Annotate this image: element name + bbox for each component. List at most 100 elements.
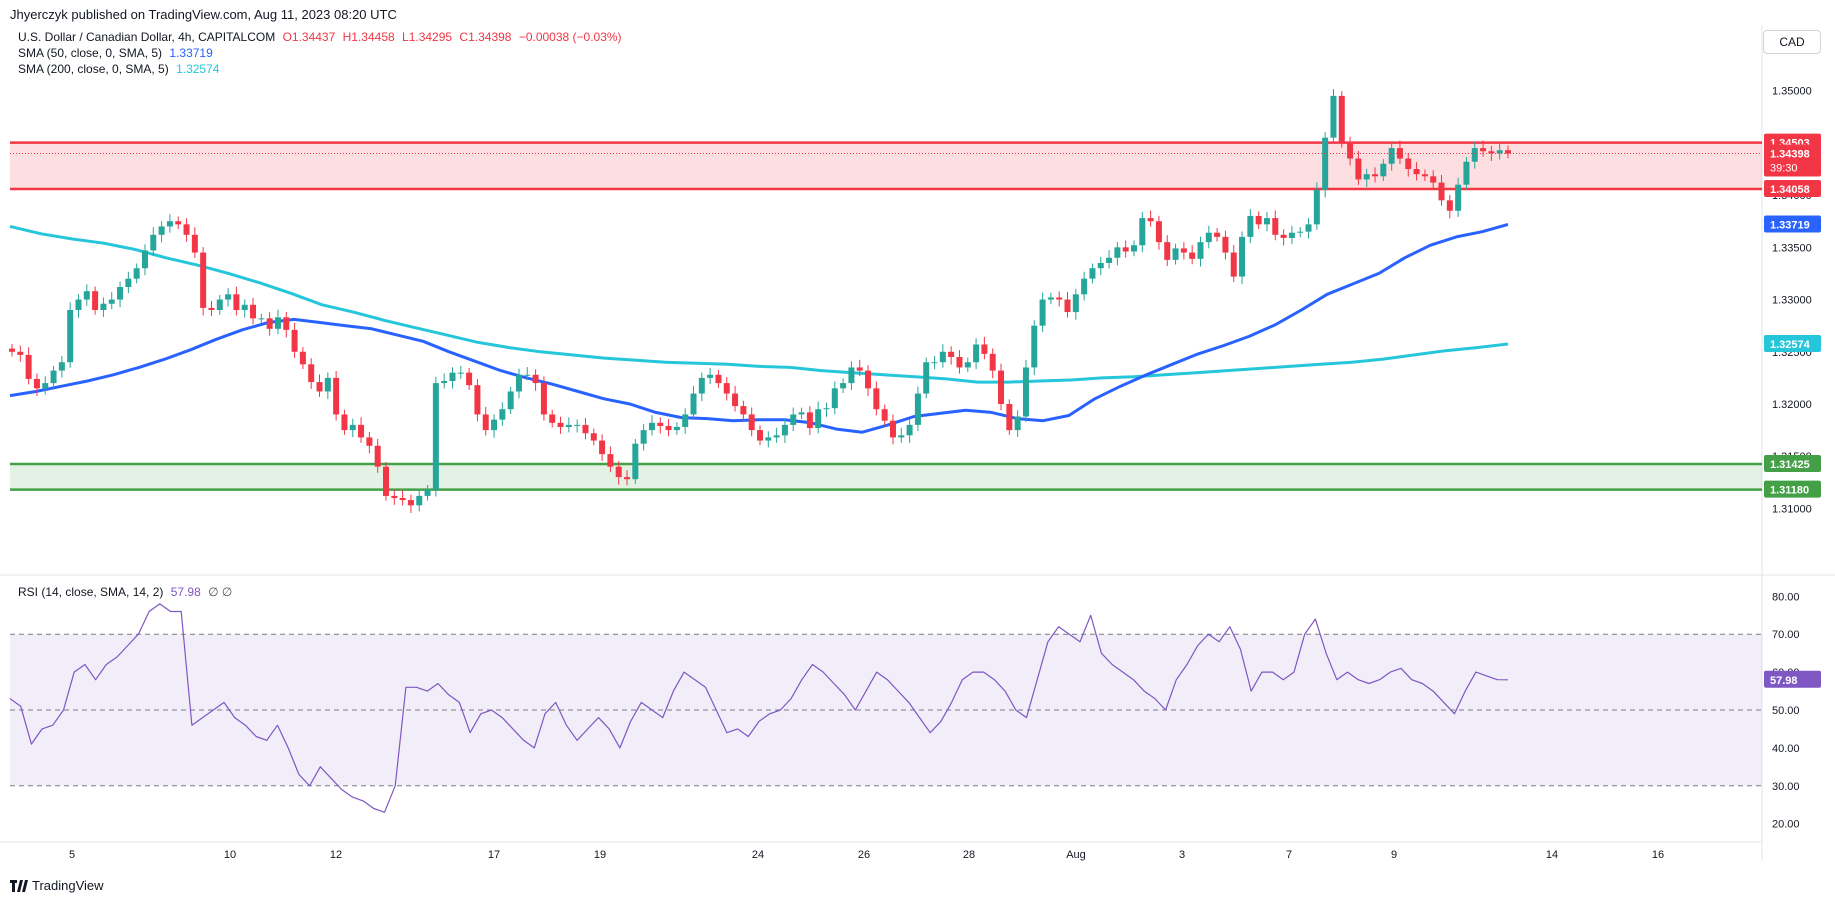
time-tick-label: 24	[752, 849, 764, 861]
candle-body	[1322, 137, 1329, 190]
rsi-extra: ∅ ∅	[208, 585, 233, 599]
candle-body	[831, 388, 838, 409]
candle-body	[881, 409, 888, 421]
candle-body	[748, 414, 755, 431]
candle-body	[441, 381, 448, 384]
candle-body	[241, 304, 248, 310]
time-tick-label: 16	[1652, 849, 1664, 861]
candle-body	[391, 495, 398, 498]
publish-header: Jhyerczyk published on TradingView.com, …	[10, 7, 397, 22]
candle-body	[615, 466, 622, 478]
candle-body	[956, 357, 963, 368]
candle-body	[491, 419, 498, 431]
candle-body	[1114, 247, 1121, 258]
candle-body	[1305, 224, 1312, 232]
sma200-price-label: 1.32574	[1770, 339, 1811, 351]
candle-body	[1455, 184, 1462, 211]
candle-body	[732, 393, 739, 407]
candle-body	[191, 234, 198, 253]
candle-body	[1488, 151, 1495, 154]
candle-body	[848, 367, 855, 384]
candle-body	[1014, 416, 1021, 431]
candle-body	[1363, 174, 1370, 180]
candle-body	[740, 406, 747, 415]
candle-body	[141, 250, 148, 269]
sma200-price-label-bg	[1764, 335, 1821, 353]
candle-body	[316, 382, 323, 392]
candle-body	[1496, 150, 1503, 154]
candle-body	[1255, 216, 1262, 225]
candle-body	[358, 424, 365, 438]
candle-body	[216, 299, 223, 310]
candle-body	[798, 412, 805, 415]
candle-body	[964, 362, 971, 368]
candle-body	[632, 443, 639, 480]
rsi-tick-label: 40.00	[1772, 743, 1800, 755]
candle-body	[183, 224, 190, 235]
candle-body	[1155, 221, 1162, 243]
sma50-price-label-bg	[1764, 215, 1821, 233]
candle-body	[125, 278, 132, 288]
candle-body	[1039, 299, 1046, 326]
candle-body	[640, 430, 647, 444]
candle-body	[549, 414, 556, 423]
candle-body	[931, 362, 938, 364]
candle-body	[407, 500, 414, 506]
candle-body	[1106, 257, 1113, 263]
candle-body	[1372, 174, 1379, 177]
candle-body	[1064, 299, 1071, 313]
ohlc-low: L1.34295	[402, 30, 453, 44]
currency-button[interactable]: CAD	[1763, 30, 1821, 54]
candle-body	[25, 354, 32, 379]
candle-body	[1180, 248, 1187, 253]
candle-body	[1463, 161, 1470, 185]
ohlc-change: −0.00038 (−0.03%)	[518, 30, 622, 44]
candle-body	[266, 318, 273, 329]
candle-body	[1313, 189, 1320, 225]
candle-body	[383, 466, 389, 496]
price-tick-label: 1.32000	[1772, 399, 1812, 411]
candle-body	[67, 310, 74, 363]
ohlc-high: H1.34458	[342, 30, 395, 44]
candle-body	[1280, 234, 1287, 238]
candle-body	[998, 370, 1005, 404]
candle-body	[58, 362, 65, 371]
candle-body	[50, 370, 57, 384]
candle-body	[399, 498, 406, 501]
time-tick-label: Aug	[1066, 849, 1086, 861]
candle-body	[1438, 182, 1445, 201]
tradingview-footer[interactable]: TradingView	[10, 878, 104, 893]
time-tick-label: 7	[1286, 849, 1292, 861]
candle-body	[1147, 218, 1154, 222]
candle-body	[1172, 248, 1179, 260]
candle-body	[299, 351, 306, 365]
candle-body	[1056, 297, 1063, 300]
symbol-title: U.S. Dollar / Canadian Dollar, 4h, CAPIT…	[18, 30, 276, 44]
candle-body	[1081, 278, 1088, 295]
candle-body	[133, 268, 140, 279]
candle-body	[333, 377, 340, 415]
time-tick-label: 19	[594, 849, 606, 861]
sma50-label: SMA (50, close, 0, SMA, 5)	[18, 46, 163, 60]
resistance-bottom-label-bg	[1764, 180, 1821, 198]
time-tick-label: 26	[858, 849, 870, 861]
candle-body	[158, 226, 165, 235]
candle-body	[906, 424, 913, 436]
symbol-legend: U.S. Dollar / Canadian Dollar, 4h, CAPIT…	[18, 30, 626, 44]
candle-body	[274, 317, 281, 329]
candle-body	[92, 291, 99, 310]
candle-body	[624, 477, 631, 480]
candle-body	[540, 383, 547, 415]
candle-body	[1164, 242, 1171, 260]
candle-body	[723, 383, 730, 394]
candle-body	[981, 344, 988, 354]
rsi-tick-label: 80.00	[1772, 591, 1800, 603]
candle-body	[1421, 174, 1428, 177]
candle-body	[308, 364, 315, 383]
candle-body	[673, 426, 680, 431]
candle-body	[474, 385, 481, 415]
candle-body	[432, 383, 439, 490]
candle-body	[582, 424, 589, 434]
candle-body	[1380, 163, 1387, 177]
